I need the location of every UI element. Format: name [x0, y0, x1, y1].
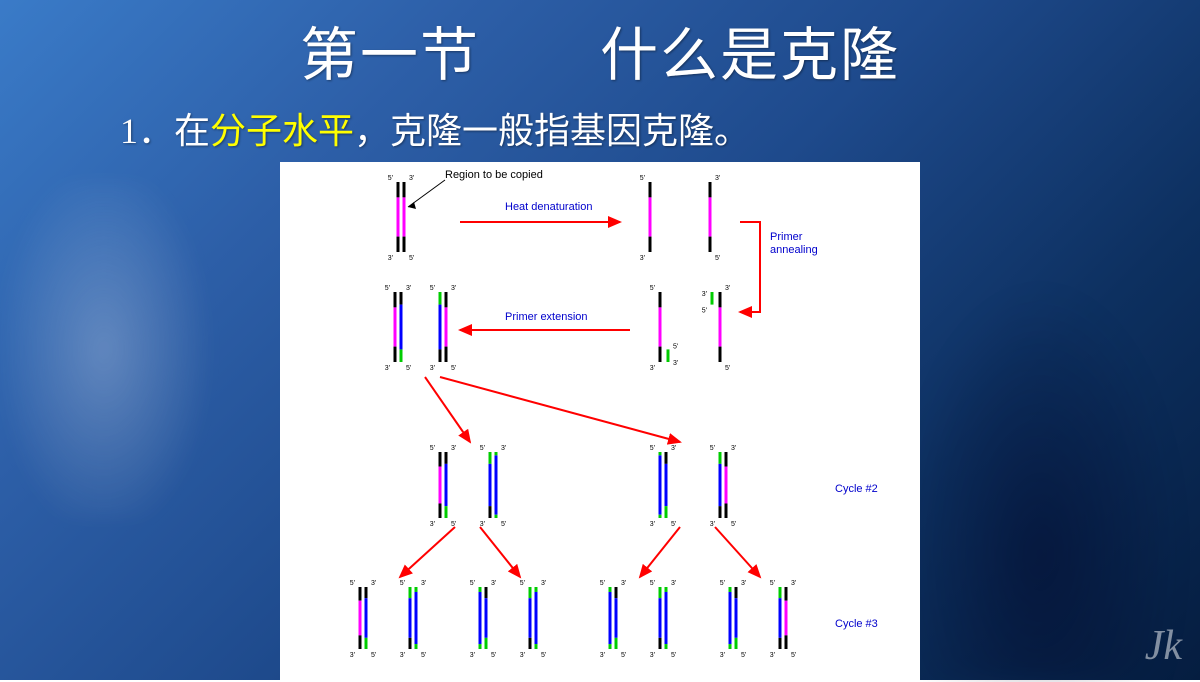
svg-text:5': 5': [470, 580, 475, 587]
svg-text:3': 3': [725, 285, 730, 292]
svg-text:5': 5': [791, 652, 796, 659]
svg-text:annealing: annealing: [770, 244, 818, 256]
svg-text:5': 5': [650, 285, 655, 292]
svg-text:3': 3': [406, 285, 411, 292]
svg-text:5': 5': [650, 580, 655, 587]
svg-text:5': 5': [640, 175, 645, 182]
svg-text:3': 3': [451, 285, 456, 292]
svg-text:5': 5': [671, 521, 676, 528]
svg-text:3': 3': [541, 580, 546, 587]
svg-text:5': 5': [715, 255, 720, 262]
svg-text:5': 5': [430, 285, 435, 292]
svg-text:5': 5': [520, 580, 525, 587]
svg-text:5': 5': [673, 343, 678, 350]
svg-text:Cycle #2: Cycle #2: [835, 483, 878, 495]
svg-text:3': 3': [400, 652, 405, 659]
svg-text:3': 3': [791, 580, 796, 587]
subtitle-prefix: 1．在: [120, 111, 210, 151]
svg-text:5': 5': [720, 580, 725, 587]
svg-text:3': 3': [640, 255, 645, 262]
svg-text:3': 3': [491, 580, 496, 587]
svg-text:Heat denaturation: Heat denaturation: [505, 201, 592, 213]
svg-text:5': 5': [770, 580, 775, 587]
svg-text:3': 3': [350, 652, 355, 659]
svg-text:5': 5': [480, 445, 485, 452]
svg-text:5': 5': [621, 652, 626, 659]
svg-text:3': 3': [731, 445, 736, 452]
svg-text:5': 5': [421, 652, 426, 659]
svg-text:3': 3': [421, 580, 426, 587]
svg-text:5': 5': [491, 652, 496, 659]
svg-text:3': 3': [715, 175, 720, 182]
svg-text:3': 3': [409, 175, 414, 182]
logo-watermark: Jk: [1145, 622, 1182, 670]
svg-text:5': 5': [385, 285, 390, 292]
svg-text:5': 5': [371, 652, 376, 659]
subtitle: 1．在分子水平，克隆一般指基因克隆。: [120, 102, 1200, 154]
svg-text:5': 5': [702, 308, 707, 315]
svg-text:5': 5': [741, 652, 746, 659]
svg-text:5': 5': [671, 652, 676, 659]
svg-text:3': 3': [470, 652, 475, 659]
svg-text:Region to be copied: Region to be copied: [445, 169, 543, 181]
svg-text:3': 3': [720, 652, 725, 659]
svg-text:3': 3': [673, 360, 678, 367]
svg-text:3': 3': [650, 652, 655, 659]
svg-text:5': 5': [541, 652, 546, 659]
subtitle-suffix: ，克隆一般指基因克隆。: [354, 111, 750, 151]
svg-text:5': 5': [650, 445, 655, 452]
svg-text:3': 3': [371, 580, 376, 587]
svg-text:5': 5': [600, 580, 605, 587]
svg-text:3': 3': [388, 255, 393, 262]
svg-text:3': 3': [520, 652, 525, 659]
svg-text:5': 5': [710, 445, 715, 452]
svg-text:3': 3': [430, 521, 435, 528]
svg-text:3': 3': [600, 652, 605, 659]
svg-text:3': 3': [710, 521, 715, 528]
svg-text:Cycle #3: Cycle #3: [835, 618, 878, 630]
svg-text:5': 5': [725, 365, 730, 372]
svg-text:Primer extension: Primer extension: [505, 311, 588, 323]
svg-text:3': 3': [671, 445, 676, 452]
svg-text:5': 5': [388, 175, 393, 182]
svg-text:5': 5': [731, 521, 736, 528]
svg-text:5': 5': [409, 255, 414, 262]
pcr-diagram: 5' 3' 3' 5' Region to be copied Heat denatura…: [280, 162, 920, 682]
svg-text:3': 3': [702, 291, 707, 298]
svg-text:5': 5': [406, 365, 411, 372]
svg-text:5': 5': [350, 580, 355, 587]
svg-text:3': 3': [621, 580, 626, 587]
svg-text:3': 3': [430, 365, 435, 372]
svg-text:3': 3': [451, 445, 456, 452]
svg-text:3': 3': [501, 445, 506, 452]
svg-text:3': 3': [650, 365, 655, 372]
page-title: 第一节 什么是克隆: [0, 8, 1200, 92]
svg-text:3': 3': [770, 652, 775, 659]
svg-text:5': 5': [430, 445, 435, 452]
svg-text:3': 3': [385, 365, 390, 372]
svg-text:Primer: Primer: [770, 231, 803, 243]
svg-text:5': 5': [501, 521, 506, 528]
svg-text:3': 3': [650, 521, 655, 528]
svg-text:5': 5': [451, 365, 456, 372]
svg-text:3': 3': [671, 580, 676, 587]
svg-text:3': 3': [741, 580, 746, 587]
svg-text:5': 5': [400, 580, 405, 587]
subtitle-highlight: 分子水平: [210, 111, 354, 151]
